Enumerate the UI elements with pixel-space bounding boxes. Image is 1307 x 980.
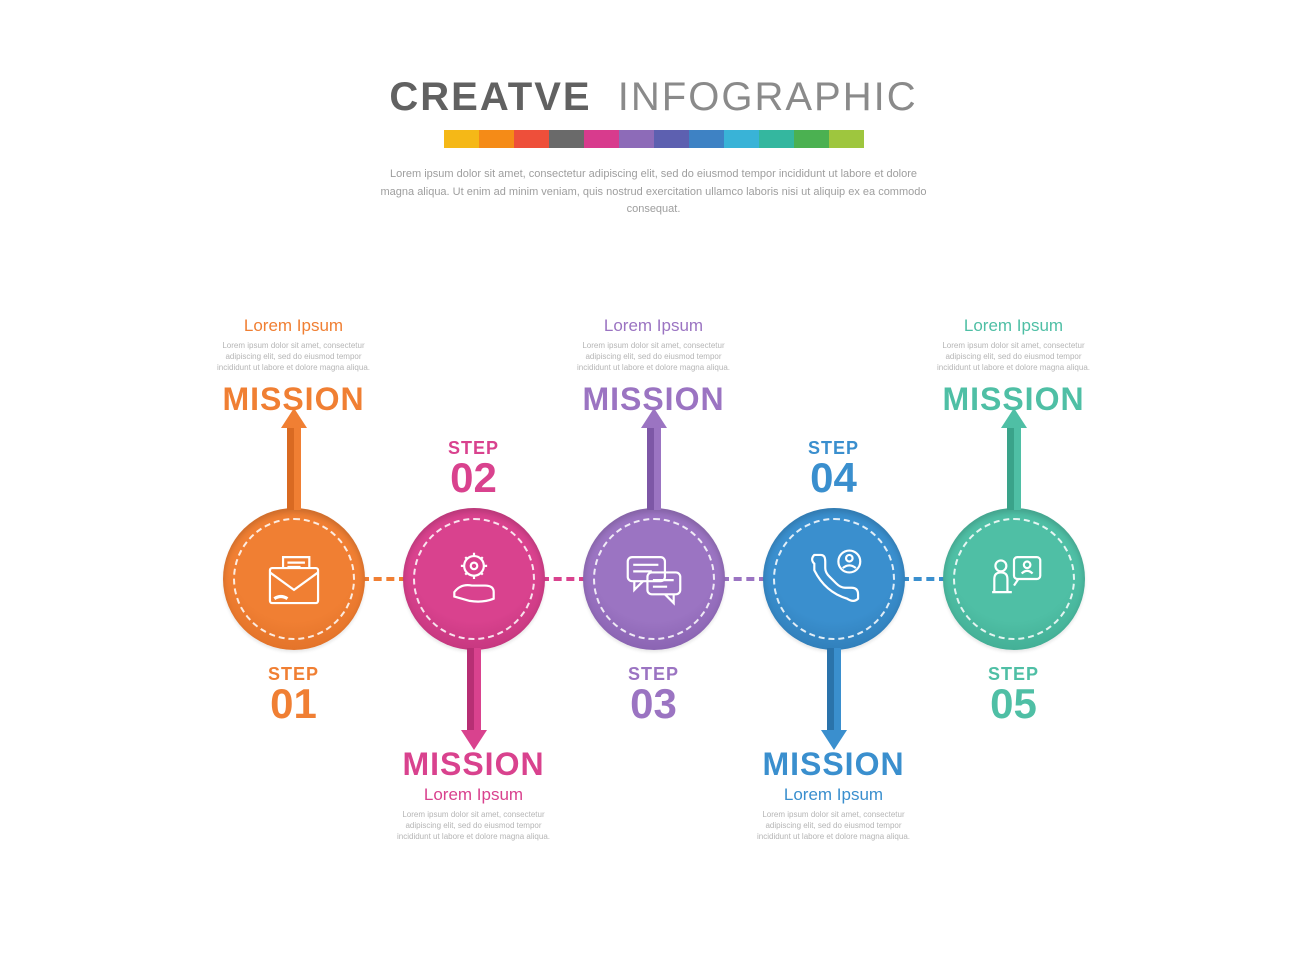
step-circle — [403, 508, 545, 650]
step-node — [924, 508, 1104, 650]
lorem-title: Lorem Ipsum — [189, 316, 399, 336]
palette-bar — [0, 130, 1307, 148]
arrow-down — [461, 648, 487, 750]
lorem-body: Lorem ipsum dolor sit amet, consectetur … — [569, 340, 739, 374]
header: CREATVE INFOGRAPHIC Lorem ipsum dolor si… — [0, 0, 1307, 219]
palette-swatch — [479, 130, 514, 148]
step-text-bottom: MISSION Lorem Ipsum Lorem ipsum dolor si… — [729, 746, 939, 843]
step-number: 01 — [189, 683, 399, 725]
lorem-title: Lorem Ipsum — [909, 316, 1119, 336]
step-number-block: STEP 05 — [909, 664, 1119, 725]
palette-swatch — [829, 130, 864, 148]
lorem-body: Lorem ipsum dolor sit amet, consectetur … — [389, 809, 559, 843]
presenter-icon — [979, 544, 1049, 614]
palette-swatch — [584, 130, 619, 148]
step-number-block: STEP 04 — [729, 438, 939, 499]
phone-person-icon — [799, 544, 869, 614]
step-number-block: STEP 02 — [369, 438, 579, 499]
palette-swatch — [444, 130, 479, 148]
mission-label: MISSION — [189, 381, 399, 418]
lorem-title: Lorem Ipsum — [729, 785, 939, 805]
lorem-title: Lorem Ipsum — [549, 316, 759, 336]
palette-swatch — [514, 130, 549, 148]
step-text-bottom: MISSION Lorem Ipsum Lorem ipsum dolor si… — [369, 746, 579, 843]
step-circle — [223, 508, 365, 650]
subtitle-text: Lorem ipsum dolor sit amet, consectetur … — [374, 166, 934, 219]
palette-swatch — [654, 130, 689, 148]
step-node — [564, 508, 744, 650]
palette-swatch — [689, 130, 724, 148]
step-node — [384, 508, 564, 650]
mission-label: MISSION — [909, 381, 1119, 418]
mission-label: MISSION — [369, 746, 579, 783]
step-number: 03 — [549, 683, 759, 725]
lorem-body: Lorem ipsum dolor sit amet, consectetur … — [749, 809, 919, 843]
gear-hand-icon — [439, 544, 509, 614]
palette-swatch — [794, 130, 829, 148]
mission-label: MISSION — [729, 746, 939, 783]
title-light: INFOGRAPHIC — [618, 75, 918, 119]
step-number: 05 — [909, 683, 1119, 725]
step-circle — [763, 508, 905, 650]
step-node — [204, 508, 384, 650]
step-number-block: STEP 03 — [549, 664, 759, 725]
lorem-title: Lorem Ipsum — [369, 785, 579, 805]
step-text-top: Lorem Ipsum Lorem ipsum dolor sit amet, … — [909, 318, 1119, 419]
arrow-up — [1001, 408, 1027, 510]
palette-swatch — [549, 130, 584, 148]
mission-label: MISSION — [549, 381, 759, 418]
lorem-body: Lorem ipsum dolor sit amet, consectetur … — [929, 340, 1099, 374]
chat-icon — [619, 544, 689, 614]
palette-swatch — [619, 130, 654, 148]
arrow-down — [821, 648, 847, 750]
step-circle — [943, 508, 1085, 650]
infographic-stage: Lorem Ipsum Lorem ipsum dolor sit amet, … — [0, 279, 1307, 899]
envelope-icon — [259, 544, 329, 614]
lorem-body: Lorem ipsum dolor sit amet, consectetur … — [209, 340, 379, 374]
step-circle — [583, 508, 725, 650]
palette-swatch — [724, 130, 759, 148]
step-text-top: Lorem Ipsum Lorem ipsum dolor sit amet, … — [549, 318, 759, 419]
step-node — [744, 508, 924, 650]
step-text-top: Lorem Ipsum Lorem ipsum dolor sit amet, … — [189, 318, 399, 419]
palette-swatch — [759, 130, 794, 148]
main-title: CREATVE INFOGRAPHIC — [0, 75, 1307, 120]
step-number: 02 — [369, 457, 579, 499]
step-number-block: STEP 01 — [189, 664, 399, 725]
arrow-up — [281, 408, 307, 510]
arrow-up — [641, 408, 667, 510]
step-number: 04 — [729, 457, 939, 499]
title-bold: CREATVE — [389, 75, 591, 119]
